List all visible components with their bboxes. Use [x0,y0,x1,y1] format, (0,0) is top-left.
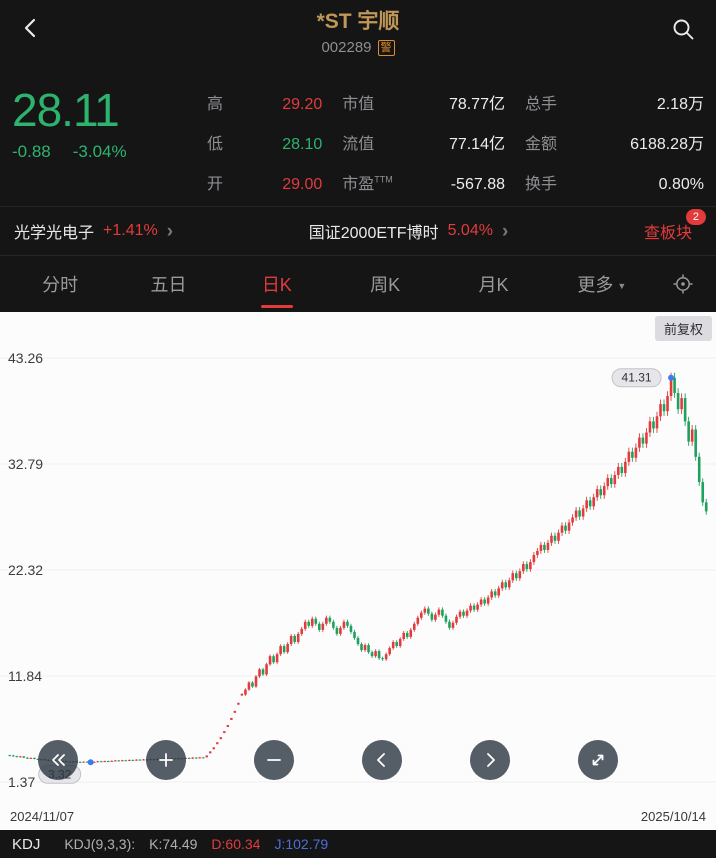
sector-change: +1.41% [103,222,158,239]
kline-chart[interactable]: 41.313.32 43.26 32.79 22.32 11.84 1.37 前复权 [0,312,716,802]
zoom-in-icon [159,753,173,767]
indicator-settings-button[interactable] [656,272,710,296]
svg-text:41.31: 41.31 [622,371,652,385]
search-button[interactable] [664,10,702,51]
fast-rewind-icon [52,754,65,766]
x-axis-end-label: 2025/10/14 [640,808,706,824]
stat-市盈: 市盈TTM -567.88 [342,174,505,193]
chart-tabs: 分时 五日 日K 周K 月K 更多 ▼ [0,256,716,312]
chevron-right-icon [487,753,495,767]
last-price: 28.11 [12,84,120,136]
price-change-pct: -3.04% [72,142,127,161]
search-icon [673,19,694,40]
x-axis-start-label: 2024/11/07 [10,808,75,824]
y-axis-label: 32.79 [8,455,44,472]
stock-code: 002289 [321,39,372,56]
quote-panel: 28.11 -0.88 -3.04% 高 29.20 市值 78.77亿 总手 2.18万… [0,80,716,206]
chevron-right-icon: › [166,220,174,242]
sector-bar: 光学光电子 +1.41% › 国证2000ETF博时 5.04% › 查板块 2 [0,206,716,256]
chevron-right-icon: › [501,220,509,242]
indicator-j-value: J:102.79 [274,836,329,852]
tab-more[interactable]: 更多 ▼ [577,275,627,295]
stat-开: 开 29.00 [207,176,323,193]
tab-weekly-k[interactable]: 周K [370,275,401,295]
stat-流值: 流值 77.14亿 [342,136,505,153]
fast-rewind-button[interactable] [38,740,78,780]
fullscreen-icon [592,754,604,766]
back-chevron-icon [24,18,36,38]
board-button[interactable]: 查板块 2 [643,209,706,243]
board-badge: 2 [685,209,706,225]
title-block: *ST 宇顺 002289 警 [0,8,716,56]
settings-icon [673,274,693,294]
tab-five-day[interactable]: 五日 [150,275,187,295]
y-axis-label: 1.37 [8,774,36,790]
stat-金额: 金额 6188.28万 [524,136,704,153]
stock-title: *ST 宇顺 [316,10,400,33]
indicator-bar: KDJ KDJ(9,3,3): K:74.49 D:60.34 J:102.79 [0,830,716,858]
stat-低: 低 28.10 [207,136,323,153]
pan-left-button[interactable] [362,740,402,780]
pan-right-button[interactable] [470,740,510,780]
zoom-out-button[interactable] [254,740,294,780]
sector-link[interactable]: 光学光电子 +1.41% › [14,219,173,243]
price-change: -0.88 [12,142,51,161]
y-axis-label: 11.84 [8,668,42,685]
stat-总手: 总手 2.18万 [524,96,704,113]
indicator-selector[interactable]: KDJ [12,835,41,853]
top-bar: *ST 宇顺 002289 警 [0,0,716,80]
back-button[interactable] [14,10,50,49]
candlestick-svg[interactable]: 41.313.32 [0,312,716,802]
etf-name: 国证2000ETF博时 [308,225,439,242]
caret-down-icon: ▼ [617,281,627,291]
price-block: 28.11 -0.88 -3.04% [12,84,197,162]
board-button-label: 查板块 [643,225,692,242]
indicator-formula: KDJ(9,3,3): [64,836,136,852]
chart-controls [38,740,618,780]
y-axis-label: 43.26 [8,350,44,366]
etf-change: 5.04% [447,222,493,239]
stat-高: 高 29.20 [207,96,323,113]
stat-市值: 市值 78.77亿 [342,96,505,113]
x-axis: 2024/11/07 2025/10/14 [0,802,716,830]
indicator-d-value: D:60.34 [211,836,261,852]
adjust-mode-chip[interactable]: 前复权 [654,316,712,341]
tab-monthly-k[interactable]: 月K [478,275,509,295]
quote-stats: 高 29.20 市值 78.77亿 总手 2.18万低 28.10 流值 77.14亿 金额 618… [207,84,704,194]
y-axis-label: 22.32 [8,561,44,578]
warning-badge: 警 [377,39,395,56]
zoom-in-button[interactable] [146,740,186,780]
tab-daily-k[interactable]: 日K [223,263,331,305]
stat-换手: 换手 0.80% [524,176,704,193]
tab-minute[interactable]: 分时 [42,275,79,295]
fullscreen-button[interactable] [578,740,618,780]
etf-link[interactable]: 国证2000ETF博时 5.04% › [309,219,509,243]
sector-name: 光学光电子 [14,225,95,242]
chevron-left-icon [377,753,385,767]
zoom-out-icon [267,759,281,761]
indicator-k-value: K:74.49 [149,836,198,852]
